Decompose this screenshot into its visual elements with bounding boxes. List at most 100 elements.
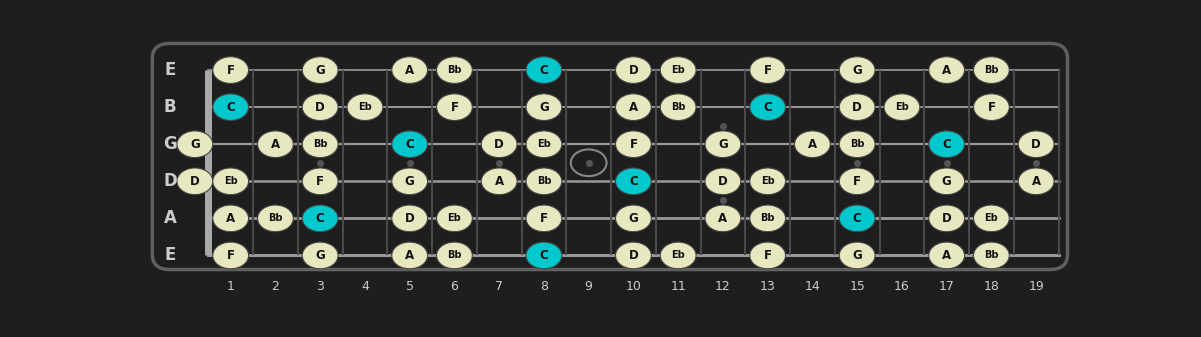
Ellipse shape bbox=[839, 57, 876, 84]
Text: D: D bbox=[718, 175, 728, 188]
Text: Bb: Bb bbox=[671, 102, 686, 112]
FancyBboxPatch shape bbox=[153, 43, 1068, 270]
Text: 7: 7 bbox=[495, 280, 503, 294]
Text: G: G bbox=[190, 138, 199, 151]
Text: A: A bbox=[405, 64, 414, 76]
Ellipse shape bbox=[839, 131, 876, 158]
Ellipse shape bbox=[974, 57, 1009, 84]
Text: C: C bbox=[539, 64, 549, 76]
Text: 15: 15 bbox=[849, 280, 865, 294]
Ellipse shape bbox=[392, 131, 428, 158]
Text: Eb: Eb bbox=[985, 213, 998, 223]
Ellipse shape bbox=[749, 57, 785, 84]
Text: F: F bbox=[227, 249, 234, 262]
Ellipse shape bbox=[303, 57, 337, 84]
Text: 2: 2 bbox=[271, 280, 280, 294]
Ellipse shape bbox=[213, 57, 249, 84]
Text: F: F bbox=[987, 101, 996, 114]
Text: A: A bbox=[405, 249, 414, 262]
Text: A: A bbox=[271, 138, 280, 151]
Text: A: A bbox=[163, 209, 177, 227]
Text: G: G bbox=[628, 212, 638, 225]
Ellipse shape bbox=[839, 205, 876, 232]
Ellipse shape bbox=[392, 57, 428, 84]
Ellipse shape bbox=[661, 57, 697, 84]
Ellipse shape bbox=[749, 94, 785, 121]
Text: D: D bbox=[942, 212, 951, 225]
Text: Bb: Bb bbox=[537, 176, 551, 186]
Ellipse shape bbox=[526, 57, 562, 84]
Ellipse shape bbox=[749, 168, 785, 195]
Text: A: A bbox=[629, 101, 638, 114]
Text: F: F bbox=[629, 138, 638, 151]
Text: F: F bbox=[450, 101, 459, 114]
Ellipse shape bbox=[257, 205, 293, 232]
Text: Eb: Eb bbox=[760, 176, 775, 186]
Ellipse shape bbox=[616, 131, 651, 158]
Text: C: C bbox=[405, 138, 414, 151]
Text: 16: 16 bbox=[894, 280, 910, 294]
Text: D: D bbox=[316, 101, 325, 114]
Text: B: B bbox=[165, 98, 177, 116]
Text: 12: 12 bbox=[715, 280, 730, 294]
Ellipse shape bbox=[839, 168, 876, 195]
Ellipse shape bbox=[392, 242, 428, 269]
Ellipse shape bbox=[213, 168, 249, 195]
Ellipse shape bbox=[482, 131, 518, 158]
Ellipse shape bbox=[1018, 131, 1054, 158]
Ellipse shape bbox=[705, 205, 741, 232]
Text: G: G bbox=[405, 175, 414, 188]
Ellipse shape bbox=[436, 94, 472, 121]
Ellipse shape bbox=[661, 94, 697, 121]
Text: F: F bbox=[764, 64, 772, 76]
Text: F: F bbox=[853, 175, 861, 188]
Text: Bb: Bb bbox=[984, 65, 999, 75]
Ellipse shape bbox=[928, 242, 964, 269]
Text: 18: 18 bbox=[984, 280, 999, 294]
Text: G: G bbox=[942, 175, 951, 188]
Ellipse shape bbox=[928, 205, 964, 232]
Ellipse shape bbox=[928, 57, 964, 84]
Text: Eb: Eb bbox=[671, 65, 685, 75]
Text: Bb: Bb bbox=[313, 139, 328, 149]
Text: G: G bbox=[718, 138, 728, 151]
Text: 13: 13 bbox=[760, 280, 776, 294]
Text: 3: 3 bbox=[316, 280, 324, 294]
Ellipse shape bbox=[884, 94, 920, 121]
Ellipse shape bbox=[177, 131, 213, 158]
Text: C: C bbox=[943, 138, 951, 151]
Text: 9: 9 bbox=[585, 280, 592, 294]
Text: Bb: Bb bbox=[268, 213, 282, 223]
Ellipse shape bbox=[303, 242, 337, 269]
Text: A: A bbox=[942, 249, 951, 262]
Ellipse shape bbox=[616, 57, 651, 84]
Text: D: D bbox=[405, 212, 414, 225]
Text: C: C bbox=[316, 212, 324, 225]
Ellipse shape bbox=[795, 131, 830, 158]
Text: C: C bbox=[226, 101, 235, 114]
Text: D: D bbox=[1032, 138, 1041, 151]
Text: F: F bbox=[764, 249, 772, 262]
Text: G: G bbox=[316, 64, 325, 76]
Ellipse shape bbox=[303, 168, 337, 195]
Ellipse shape bbox=[705, 131, 741, 158]
Text: C: C bbox=[629, 175, 638, 188]
Text: A: A bbox=[718, 212, 728, 225]
Ellipse shape bbox=[526, 131, 562, 158]
Ellipse shape bbox=[213, 242, 249, 269]
Text: Eb: Eb bbox=[358, 102, 372, 112]
Text: 4: 4 bbox=[362, 280, 369, 294]
Text: Eb: Eb bbox=[537, 139, 551, 149]
Text: G: G bbox=[539, 101, 549, 114]
Ellipse shape bbox=[974, 94, 1009, 121]
Ellipse shape bbox=[482, 168, 518, 195]
Text: 10: 10 bbox=[626, 280, 641, 294]
Text: E: E bbox=[165, 246, 177, 265]
Text: 14: 14 bbox=[805, 280, 820, 294]
Ellipse shape bbox=[303, 205, 337, 232]
Text: F: F bbox=[227, 64, 234, 76]
Text: A: A bbox=[226, 212, 235, 225]
Ellipse shape bbox=[616, 168, 651, 195]
Text: Eb: Eb bbox=[671, 250, 685, 261]
Text: G: G bbox=[316, 249, 325, 262]
